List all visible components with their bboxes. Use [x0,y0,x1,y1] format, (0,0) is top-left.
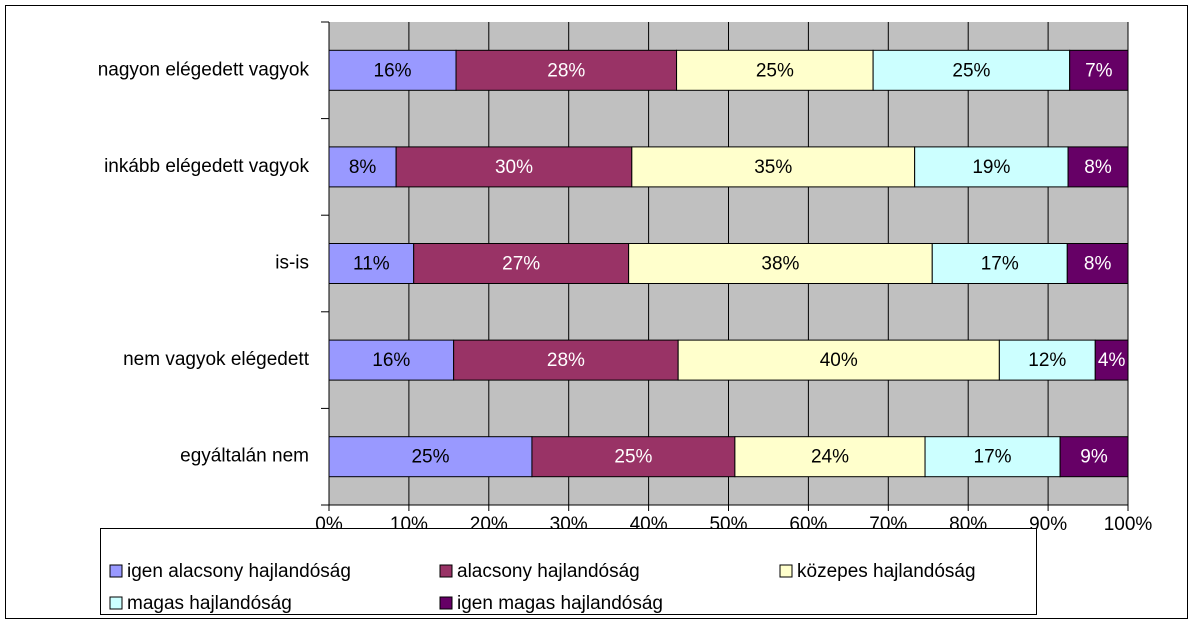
bar-segment [328,436,533,478]
bar-segment [998,339,1096,381]
bar-segment [1066,243,1129,284]
bar-segment [924,436,1061,478]
bar-segment [914,146,1069,188]
data-label: 24% [811,447,849,468]
y-tick-label: is-is [275,253,309,274]
bar-segment [1069,49,1129,91]
bar-segment [872,49,1071,91]
bar-segment [328,49,457,91]
data-label: 28% [547,350,585,371]
bar-segment [631,146,916,188]
data-label: 11% [353,254,390,275]
legend-label: igen alacsony hajlandóság [127,561,351,582]
data-label: 16% [374,60,412,81]
data-label: 27% [502,254,540,275]
legend-box [100,528,1037,615]
data-label: 9% [1080,447,1108,468]
legend-swatch [109,596,123,610]
data-label: 40% [820,350,858,371]
data-label: 8% [349,157,377,178]
data-label: 38% [761,254,799,275]
y-tick-label: egyáltalán nem [180,446,309,467]
y-tick-label: nagyon elégedett vagyok [98,59,310,80]
bar-segment [677,339,1000,381]
legend-label: közepes hajlandóság [797,561,976,582]
legend-label: magas hajlandóság [127,593,292,614]
legend-swatch [779,564,793,578]
data-label: 16% [372,350,410,371]
data-label: 12% [1028,350,1066,371]
legend-swatch [439,596,453,610]
data-label: 19% [972,157,1010,178]
data-label: 30% [495,157,533,178]
legend-label: igen magas hajlandóság [457,593,663,614]
data-label: 25% [952,60,990,81]
bar-segment [1094,339,1129,381]
legend-swatch [439,564,453,578]
bar-segment [328,243,415,284]
legend-label: alacsony hajlandóság [457,561,640,582]
data-label: 28% [547,60,585,81]
data-label: 25% [756,60,794,81]
bar-segment [455,49,678,91]
legend-swatch [109,564,123,578]
bar-segment [734,436,926,478]
bar-segment [413,243,630,284]
bar-segment [1067,146,1129,188]
y-tick-label: nem vagyok elégedett [123,349,310,370]
data-label: 25% [614,447,652,468]
bar-segment [1059,436,1129,478]
data-label: 25% [411,447,449,468]
data-label: 8% [1084,254,1112,275]
x-tick-label: 90% [1029,514,1067,535]
data-label: 7% [1085,60,1113,81]
data-label: 4% [1098,350,1126,371]
bar-segment [931,243,1068,284]
data-label: 35% [754,157,792,178]
x-tick-label: 100% [1104,514,1153,535]
y-tick-label: inkább elégedett vagyok [104,156,309,177]
bar-segment [676,49,874,91]
data-label: 17% [981,254,1019,275]
bar-segment [328,146,397,188]
data-label: 8% [1084,157,1112,178]
data-label: 17% [974,447,1012,468]
